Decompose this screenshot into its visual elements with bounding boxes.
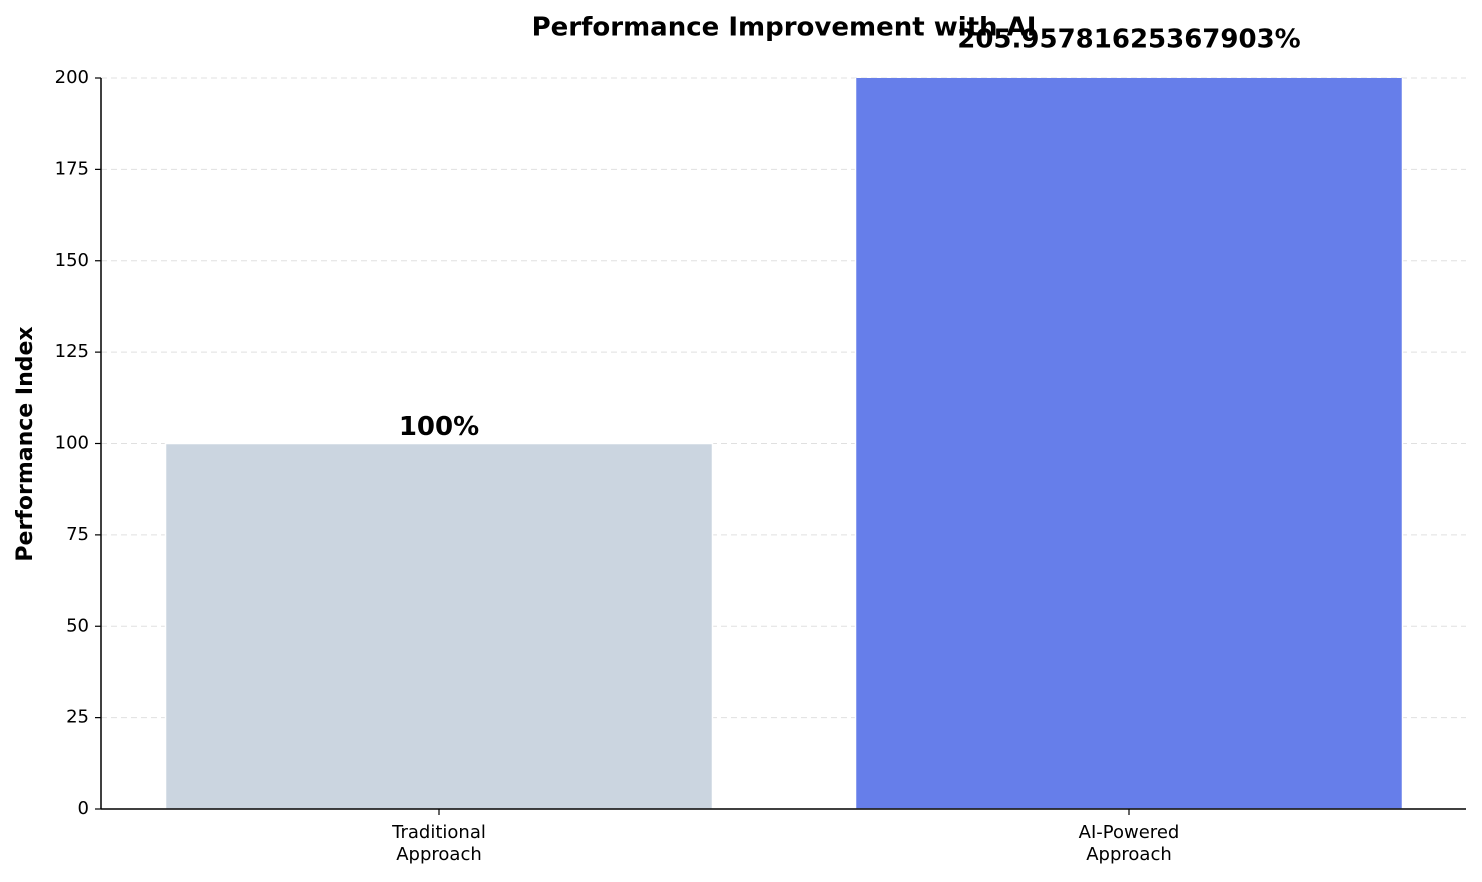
y-tick-label: 125 (55, 341, 89, 362)
y-tick-label: 50 (66, 615, 89, 636)
x-tick-label: Traditional Approach (392, 822, 486, 865)
x-tick-label: AI-Powered Approach (1078, 822, 1180, 865)
value-label: 205.95781625367903% (957, 25, 1300, 55)
bar (854, 78, 1404, 809)
y-axis-label: Performance Index (13, 326, 38, 561)
y-tick-label: 150 (55, 250, 89, 271)
plot-area (164, 78, 1404, 809)
bar (164, 442, 714, 809)
y-tick-label: 100 (55, 433, 89, 454)
y-tick-label: 175 (55, 158, 89, 179)
chart-title: Performance Improvement with AI (532, 13, 1037, 43)
y-tick-label: 0 (78, 798, 89, 819)
y-tick-label: 75 (66, 524, 89, 545)
y-tick-label: 200 (55, 67, 89, 88)
value-label: 100% (399, 412, 479, 442)
y-tick-label: 25 (66, 707, 89, 728)
